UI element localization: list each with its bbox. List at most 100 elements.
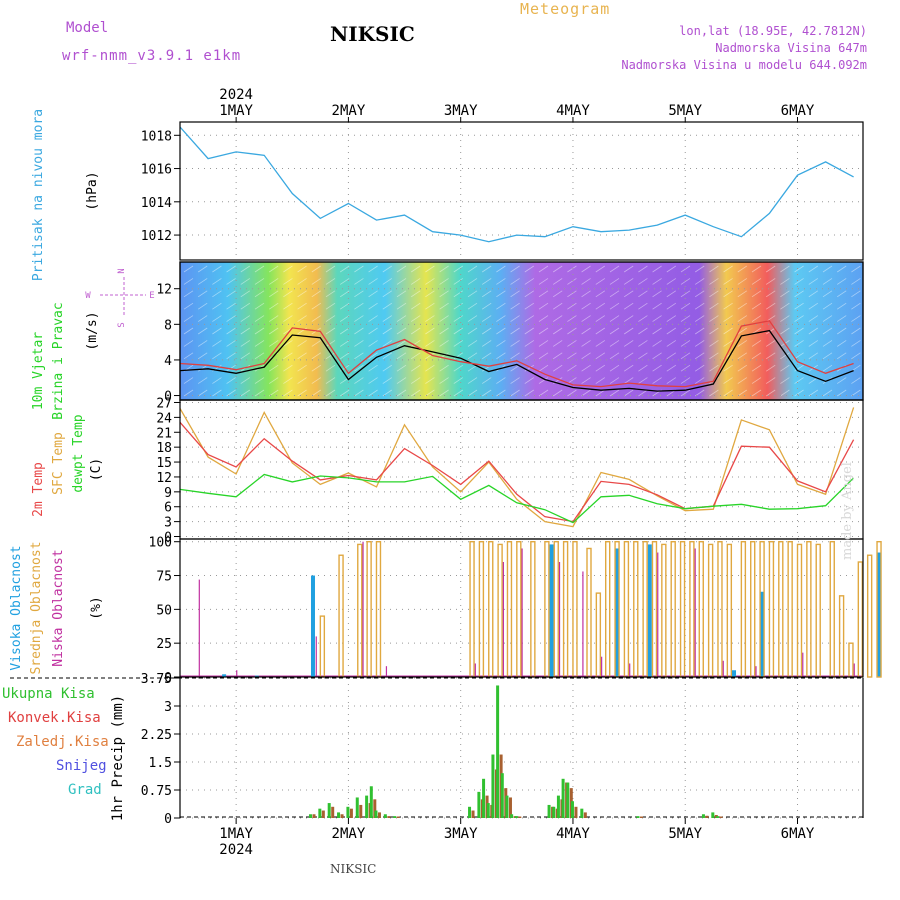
wind-arrow (311, 340, 322, 347)
wind-arrow (339, 327, 350, 335)
wind-arrow (240, 302, 251, 310)
wind-arrow (496, 290, 506, 298)
wind-arrow (226, 302, 236, 310)
wind-arrow (836, 340, 847, 347)
cloud-bar-low (315, 636, 317, 677)
wind-arrow (851, 278, 861, 285)
wind-arrow (652, 315, 662, 322)
wind-arrow (794, 389, 804, 397)
wind-arrow (595, 315, 606, 322)
wind-arrow (709, 364, 719, 372)
wind-arrow (780, 265, 790, 273)
wind-arrow (283, 352, 293, 360)
temp-frame (179, 399, 864, 540)
wind-arrow (638, 364, 648, 372)
wind-arrow (552, 327, 563, 335)
wind-arrow (410, 327, 421, 335)
wind-arrow (240, 265, 251, 273)
wind-arrow (595, 389, 606, 397)
cloud-bar-low (755, 666, 757, 677)
wind-arrow (581, 377, 591, 384)
cloud-bar-high (254, 675, 259, 677)
wind-arrow (680, 327, 691, 335)
wind-arrow (268, 389, 279, 397)
x-bottom-day-5: 6MAY (781, 826, 815, 842)
wind-arrow (780, 290, 790, 298)
wind-arrow (283, 302, 293, 310)
wind-arrow (183, 377, 194, 384)
wind-arrow (311, 389, 322, 397)
wind-arrow (496, 278, 506, 285)
wind-arrow (226, 364, 236, 372)
wind-arrow (425, 377, 435, 384)
wind-arrow (311, 290, 322, 298)
wind-arrow (652, 327, 662, 335)
wind-arrow (524, 340, 535, 347)
wind-arrow (567, 389, 577, 397)
wind-arrow (794, 327, 804, 335)
wind-arrow (652, 302, 662, 310)
wind-arrow (268, 377, 279, 384)
wind-arrow (737, 278, 748, 285)
wind-arrow (567, 364, 577, 372)
wind-arrow (638, 302, 648, 310)
wind-arrow (481, 340, 492, 347)
wind-arrow (453, 315, 464, 322)
compass-east: E (149, 291, 154, 301)
wind-arrow (581, 278, 591, 285)
wind-arrow (510, 340, 520, 347)
wind-arrow (396, 352, 407, 360)
wind-arrow (396, 265, 407, 273)
cloud-bar-mid (848, 642, 854, 678)
cloud-ylabel-3: Niska Oblacnost (51, 549, 66, 666)
temp-ylabel-3: dewpt Temp (71, 414, 86, 492)
wind-arrow (609, 290, 620, 298)
wind-arrow (197, 377, 208, 384)
wind-arrow (581, 265, 591, 273)
precip-bar-total (369, 786, 373, 818)
wind-arrow (481, 327, 492, 335)
cloud-bar-low (802, 652, 804, 677)
ytick-label-1: 0.75 (141, 784, 172, 799)
cloud-bar-mid (787, 541, 793, 678)
wind-arrow (339, 302, 350, 310)
wind-arrow (439, 364, 449, 372)
wind-arrow (609, 265, 620, 273)
wind-arrow (595, 265, 606, 273)
wind-arrow (538, 389, 549, 397)
wind-arrow (467, 340, 478, 347)
wind-arrow (382, 364, 393, 372)
precip-legend-0: Ukupna Kisa (2, 686, 95, 702)
x-bottom-year: 2024 (219, 842, 253, 858)
wind-arrow (609, 315, 620, 322)
wind-arrow (751, 377, 762, 384)
wind-arrow (467, 290, 478, 298)
wind-arrow (652, 340, 662, 347)
ytick-label-2: 8 (164, 318, 172, 333)
wind-arrow (709, 278, 719, 285)
precip-bar-total (701, 814, 705, 818)
wind-arrow (339, 290, 350, 298)
wind-arrow (538, 290, 549, 298)
x-bottom-day-3: 4MAY (556, 826, 590, 842)
pressure-frame (179, 121, 864, 261)
wind-arrow (368, 352, 378, 360)
wind-arrow (368, 340, 378, 347)
wind-arrow (339, 278, 350, 285)
wind-arrow (794, 364, 804, 372)
wind-arrow (453, 377, 464, 384)
ytick-label-4: 3 (164, 700, 172, 715)
temp-unit: (C) (89, 458, 104, 481)
cloud-ylabel-2: Srednja Oblacnost (29, 541, 44, 674)
wind-arrow (709, 352, 719, 360)
cloud-bar-low (521, 548, 523, 677)
wind-arrow (581, 290, 591, 298)
wind-arrow (481, 265, 492, 273)
wind-arrow (496, 302, 506, 310)
wind-arrow (567, 340, 577, 347)
precip-bar-conv (574, 806, 578, 818)
ytick-label-2: 1.5 (149, 756, 172, 771)
wind-arrow (339, 352, 350, 360)
x-top-day-5: 6MAY (781, 103, 815, 119)
wind-arrow (226, 340, 236, 347)
